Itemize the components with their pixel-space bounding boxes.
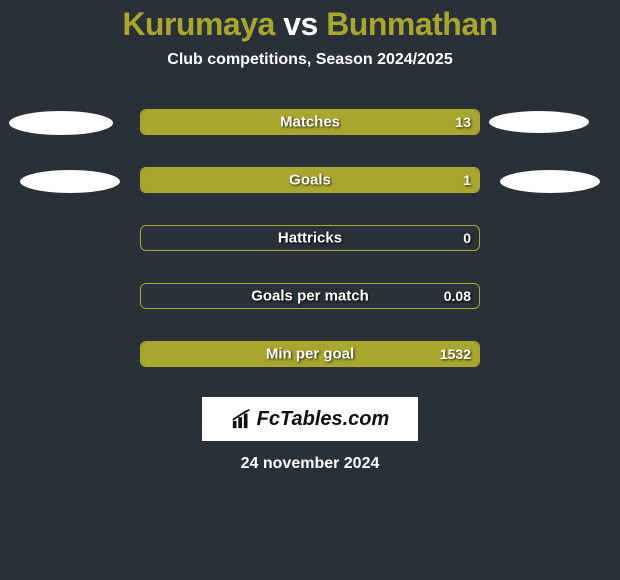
page-title: Kurumaya vs Bunmathan	[0, 0, 620, 43]
right-ellipse	[489, 111, 589, 133]
stat-row: Min per goal1532	[0, 331, 620, 377]
stat-value: 0.08	[444, 288, 471, 304]
stat-bar: Min per goal1532	[140, 341, 480, 367]
stat-row: Hattricks0	[0, 215, 620, 261]
stat-label: Hattricks	[141, 230, 479, 247]
stat-value: 0	[463, 230, 471, 246]
left-ellipse	[9, 111, 113, 135]
stat-bar: Matches13	[140, 109, 480, 135]
stat-row: Matches13	[0, 99, 620, 145]
bars-icon	[231, 408, 253, 430]
stat-bar: Goals1	[140, 167, 480, 193]
stat-value: 1	[463, 172, 471, 188]
logo-text: FcTables.com	[257, 408, 390, 431]
stat-value: 13	[455, 114, 471, 130]
title-player-b: Bunmathan	[326, 6, 498, 42]
stat-row: Goals per match0.08	[0, 273, 620, 319]
stat-label: Goals per match	[141, 288, 479, 305]
stat-row: Goals1	[0, 157, 620, 203]
subtitle: Club competitions, Season 2024/2025	[0, 51, 620, 69]
left-ellipse	[20, 170, 120, 193]
stat-bar: Hattricks0	[140, 225, 480, 251]
title-vs: vs	[275, 6, 326, 42]
title-player-a: Kurumaya	[122, 6, 275, 42]
fctables-logo[interactable]: FcTables.com	[202, 397, 418, 441]
stat-value: 1532	[440, 346, 471, 362]
right-ellipse	[500, 170, 600, 193]
stat-label: Goals	[141, 172, 479, 189]
date-label: 24 november 2024	[0, 455, 620, 473]
stat-bar: Goals per match0.08	[140, 283, 480, 309]
stat-label: Min per goal	[141, 346, 479, 363]
stat-label: Matches	[141, 114, 479, 131]
stat-rows: Matches13 Goals1 Hattricks0 Goals per match…	[0, 99, 620, 377]
